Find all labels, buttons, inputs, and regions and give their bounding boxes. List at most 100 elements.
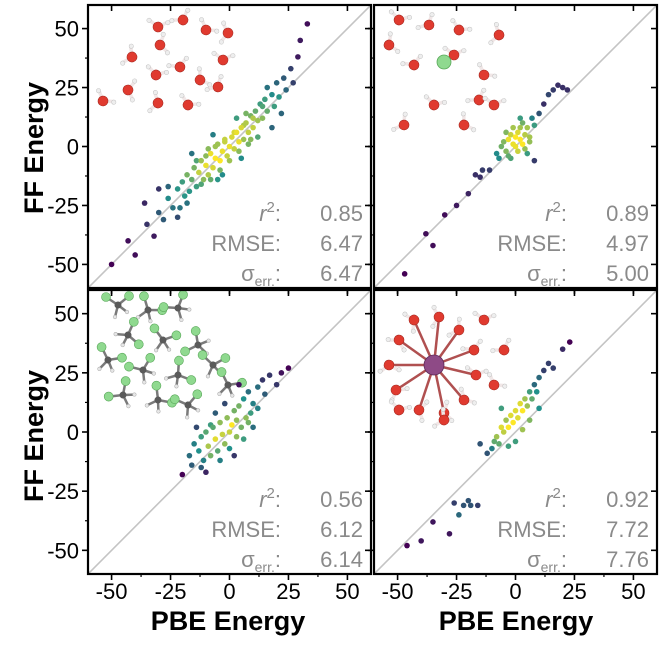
r2-colon: : xyxy=(561,201,567,226)
water-molecule xyxy=(400,53,423,71)
y-axis-title-bottom: FF Energy xyxy=(19,370,49,502)
hydrogen-atom xyxy=(402,111,408,117)
chlorine-atom xyxy=(190,326,201,336)
oxygen-atom xyxy=(413,404,425,416)
data-point xyxy=(179,179,186,185)
water-molecule xyxy=(487,372,508,391)
data-point xyxy=(226,143,233,150)
x-tick-label: 50 xyxy=(335,579,359,604)
water-molecule xyxy=(389,384,410,403)
chlorine-atom xyxy=(103,391,114,402)
data-point xyxy=(503,129,509,136)
dcm-molecule xyxy=(180,326,211,357)
hydrogen-atom xyxy=(185,7,191,13)
data-point xyxy=(221,138,228,145)
chlorine-atom xyxy=(158,302,169,312)
hydrogen-atom xyxy=(388,399,394,405)
data-point xyxy=(243,415,249,421)
x-tick-label: 0 xyxy=(509,579,521,604)
water-molecule xyxy=(166,55,189,73)
hydrogen-atom xyxy=(111,99,117,105)
hydrogen-atom xyxy=(221,20,227,26)
sigma-colon: : xyxy=(561,261,567,286)
water-molecule xyxy=(147,90,164,114)
oxygen-atom xyxy=(393,404,405,416)
data-point xyxy=(250,400,256,407)
hydrogen-atom xyxy=(446,332,452,338)
data-point xyxy=(203,153,209,159)
oxygen-atom xyxy=(478,314,490,326)
oxygen-atom xyxy=(408,314,420,326)
data-point xyxy=(210,424,216,431)
dcm-molecule xyxy=(144,380,177,414)
data-point xyxy=(245,419,252,426)
data-point xyxy=(200,176,207,183)
data-point xyxy=(467,502,474,509)
r2-colon: : xyxy=(275,487,281,512)
hydrogen-atom xyxy=(419,417,425,423)
data-point xyxy=(226,429,233,435)
chlorine-atom xyxy=(169,394,180,405)
hydrogen-atom xyxy=(431,304,437,310)
data-point xyxy=(273,80,280,86)
hydrogen-atom xyxy=(400,61,406,67)
hydrogen-atom xyxy=(214,28,220,34)
chloride-ion xyxy=(436,54,452,70)
data-point xyxy=(285,365,292,371)
data-point xyxy=(188,150,195,157)
data-point xyxy=(198,181,204,188)
data-point xyxy=(245,141,252,147)
data-point xyxy=(245,129,252,136)
hydrogen-atom xyxy=(174,384,179,389)
rmse-label: RMSE: xyxy=(497,517,567,542)
hydrogen-atom xyxy=(205,374,211,379)
water-molecule xyxy=(383,31,401,54)
data-point xyxy=(456,512,462,518)
data-point xyxy=(505,424,512,431)
data-point xyxy=(474,502,481,509)
data-point xyxy=(212,143,219,150)
dcm-molecule xyxy=(158,290,192,322)
data-point xyxy=(198,464,204,471)
hydrogen-atom xyxy=(442,99,447,105)
data-point xyxy=(254,134,261,140)
chlorine-atom xyxy=(128,316,139,327)
chlorine-atom xyxy=(220,353,231,363)
data-point xyxy=(217,167,223,173)
hydrogen-atom xyxy=(407,404,412,410)
r2-value: 0.85 xyxy=(320,201,363,226)
hydrogen-atom xyxy=(132,392,137,397)
hydrogen-atom xyxy=(217,391,222,396)
hydrogen-atom xyxy=(442,45,448,51)
carbon-atom xyxy=(174,371,182,379)
r2-label: r2: xyxy=(545,485,567,512)
oxygen-atom xyxy=(408,59,420,71)
sigma-value: 5.00 xyxy=(606,261,649,286)
data-point xyxy=(238,124,245,131)
dcm-molecule xyxy=(164,355,197,389)
dcm-molecule xyxy=(113,316,144,350)
data-point xyxy=(505,443,512,450)
carbon-atom xyxy=(119,391,127,399)
data-point xyxy=(297,37,304,44)
chlorine-atom xyxy=(151,380,162,391)
hydrogen-atom xyxy=(432,423,438,429)
water-molecule xyxy=(385,334,407,353)
rmse-label: RMSE: xyxy=(211,231,281,256)
data-point xyxy=(229,134,235,140)
data-point xyxy=(479,167,486,173)
data-point xyxy=(493,150,500,157)
hydrogen-atom xyxy=(491,313,497,319)
oxygen-atom xyxy=(97,95,109,107)
oxygen-atom xyxy=(470,369,482,381)
hydrogen-atom xyxy=(156,409,161,414)
hydrogen-atom xyxy=(387,31,393,37)
data-point xyxy=(174,214,181,221)
identity-line xyxy=(374,290,657,574)
data-point xyxy=(236,148,242,155)
r2-colon: : xyxy=(561,487,567,512)
data-point xyxy=(266,372,273,379)
water-chloride-cluster-icon xyxy=(383,9,507,133)
data-point xyxy=(477,441,483,447)
oxygen-atom xyxy=(152,21,164,33)
